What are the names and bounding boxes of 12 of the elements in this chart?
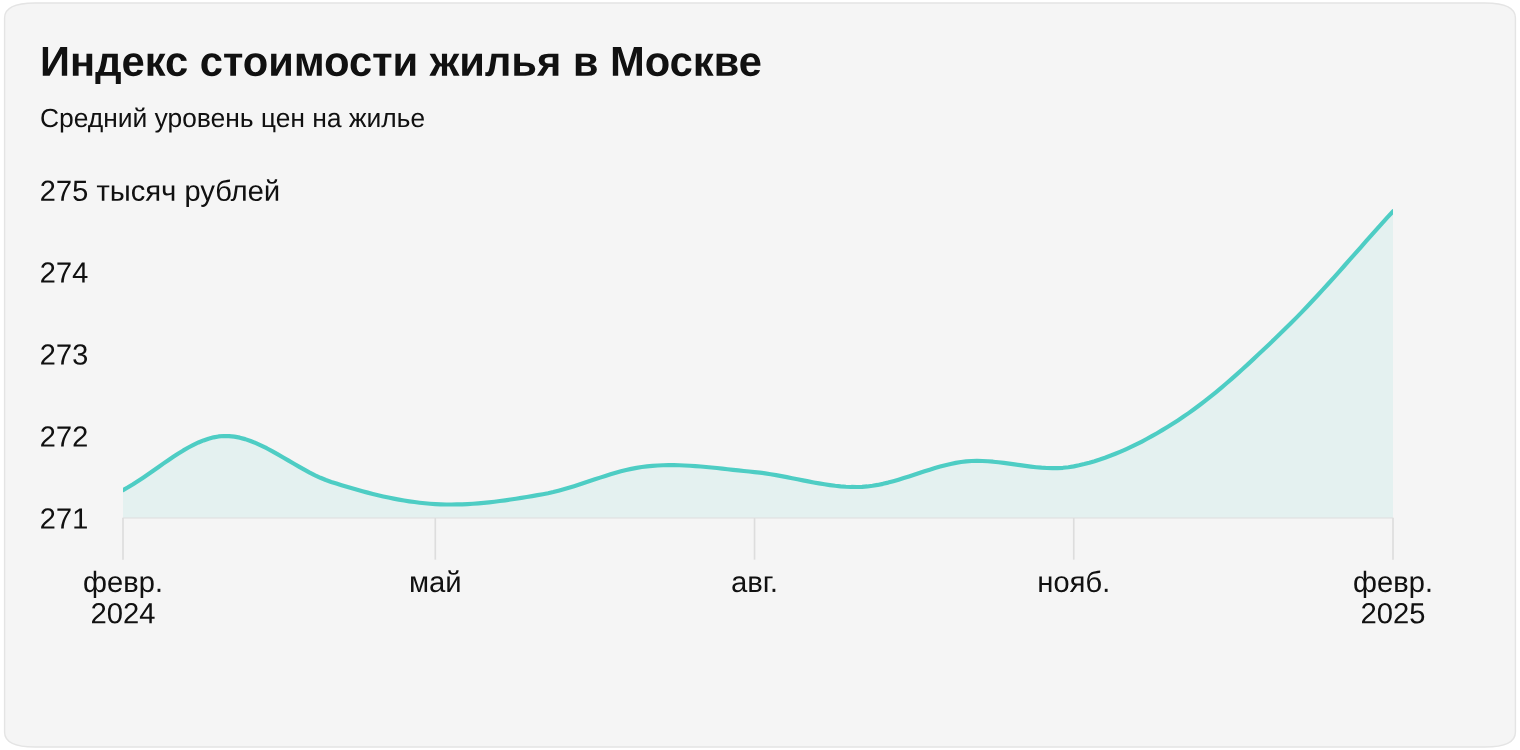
x-tick-label: февр. 2024	[84, 570, 161, 624]
y-tick-label: 274	[41, 262, 88, 283]
chart-subtitle: Средний уровень цен на жилье	[41, 107, 424, 133]
x-tick-label: авг.	[732, 576, 776, 593]
y-tick-label: 271	[41, 508, 87, 529]
x-tick-label: май	[411, 570, 460, 593]
y-tick-label: 275 тысяч рублей	[41, 179, 279, 207]
y-tick-label: 272	[41, 426, 87, 447]
x-tick-label: нояб.	[1039, 570, 1108, 593]
y-tick-label: 273	[41, 344, 88, 365]
x-tick-label: февр. 2025	[1354, 570, 1431, 624]
chart-title: Индекс стоимости жилья в Москве	[42, 47, 761, 85]
